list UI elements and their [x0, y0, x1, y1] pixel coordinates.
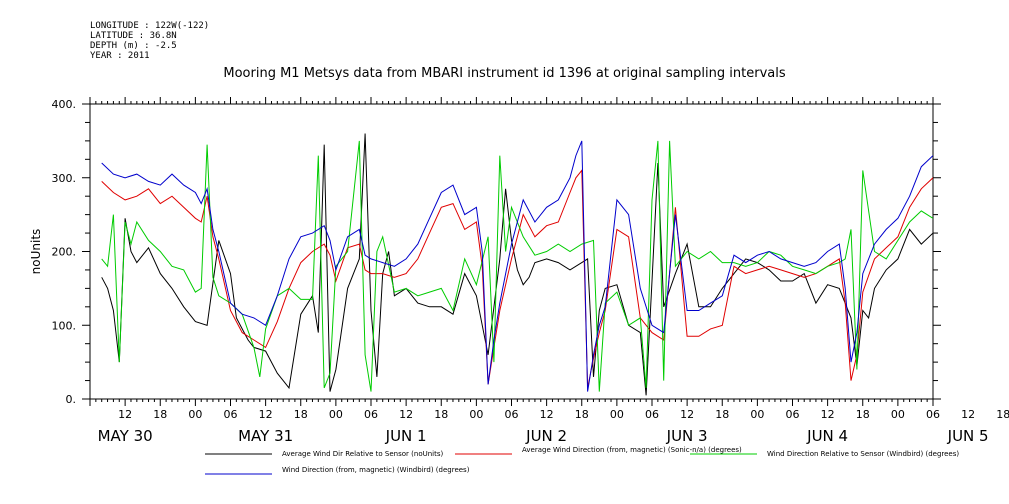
- x-hour-label: 06: [786, 408, 800, 421]
- x-day-label: JUN 5: [947, 427, 989, 445]
- legend-label-2: Average Wind Direction (from, magnetic) …: [522, 446, 742, 454]
- x-hour-label: 18: [996, 408, 1009, 421]
- x-day-label: MAY 31: [238, 427, 293, 445]
- legend-label-1: Average Wind Dir Relative to Sensor (noU…: [282, 450, 443, 458]
- x-hour-label: 06: [224, 408, 238, 421]
- legend-label-4: Wind Direction (from, magnetic) (Windbir…: [282, 466, 470, 474]
- legend-label-3: Wind Direction Relative to Sensor (Windb…: [767, 450, 959, 458]
- longitude-label: LONGITUDE : 122W(-122): [90, 21, 210, 31]
- x-day-label: JUN 1: [385, 427, 427, 445]
- x-day-label: JUN 2: [525, 427, 567, 445]
- x-hour-label: 18: [153, 408, 167, 421]
- x-hour-label: 12: [540, 408, 554, 421]
- x-hour-label: 18: [434, 408, 448, 421]
- x-hour-label: 18: [294, 408, 308, 421]
- x-day-label: JUN 3: [666, 427, 708, 445]
- y-tick-label: 300.: [52, 172, 77, 185]
- depth-label: DEPTH (m) : -2.5: [90, 41, 177, 51]
- y-tick-label: 0.: [66, 393, 77, 406]
- series-line-3: [101, 140, 933, 392]
- latitude-label: LATITUDE : 36.8N: [90, 31, 177, 41]
- metadata-block: LONGITUDE : 122W(-122) LATITUDE : 36.8N …: [90, 21, 209, 61]
- x-hour-label: 06: [364, 408, 378, 421]
- y-axis-label: noUnits: [29, 229, 43, 275]
- y-tick-label: 100.: [52, 319, 77, 332]
- series-line-2: [101, 169, 933, 388]
- x-hour-label: 18: [856, 408, 870, 421]
- x-hour-label: 00: [610, 408, 624, 421]
- series-line-1: [101, 133, 933, 396]
- x-hour-label: 00: [891, 408, 905, 421]
- x-hour-label: 18: [575, 408, 589, 421]
- x-hour-label: 12: [259, 408, 273, 421]
- x-day-label: MAY 30: [98, 427, 153, 445]
- y-tick-label: 400.: [52, 98, 77, 111]
- x-hour-label: 12: [961, 408, 975, 421]
- chart-title: Mooring M1 Metsys data from MBARI instru…: [223, 66, 786, 81]
- x-hour-label: 12: [821, 408, 835, 421]
- x-hour-label: 00: [469, 408, 483, 421]
- x-hour-label: 06: [926, 408, 940, 421]
- x-hour-label: 12: [399, 408, 413, 421]
- x-hour-label: 00: [750, 408, 764, 421]
- x-hour-label: 12: [680, 408, 694, 421]
- x-hour-label: 00: [188, 408, 202, 421]
- x-day-label: JUN 4: [806, 427, 848, 445]
- year-label: YEAR : 2011: [90, 51, 150, 61]
- x-hour-label: 00: [329, 408, 343, 421]
- x-hour-label: 06: [645, 408, 659, 421]
- y-tick-label: 200.: [52, 246, 77, 259]
- series-line-4: [101, 140, 933, 392]
- x-hour-label: 18: [715, 408, 729, 421]
- x-hour-label: 06: [505, 408, 519, 421]
- x-hour-label: 12: [118, 408, 132, 421]
